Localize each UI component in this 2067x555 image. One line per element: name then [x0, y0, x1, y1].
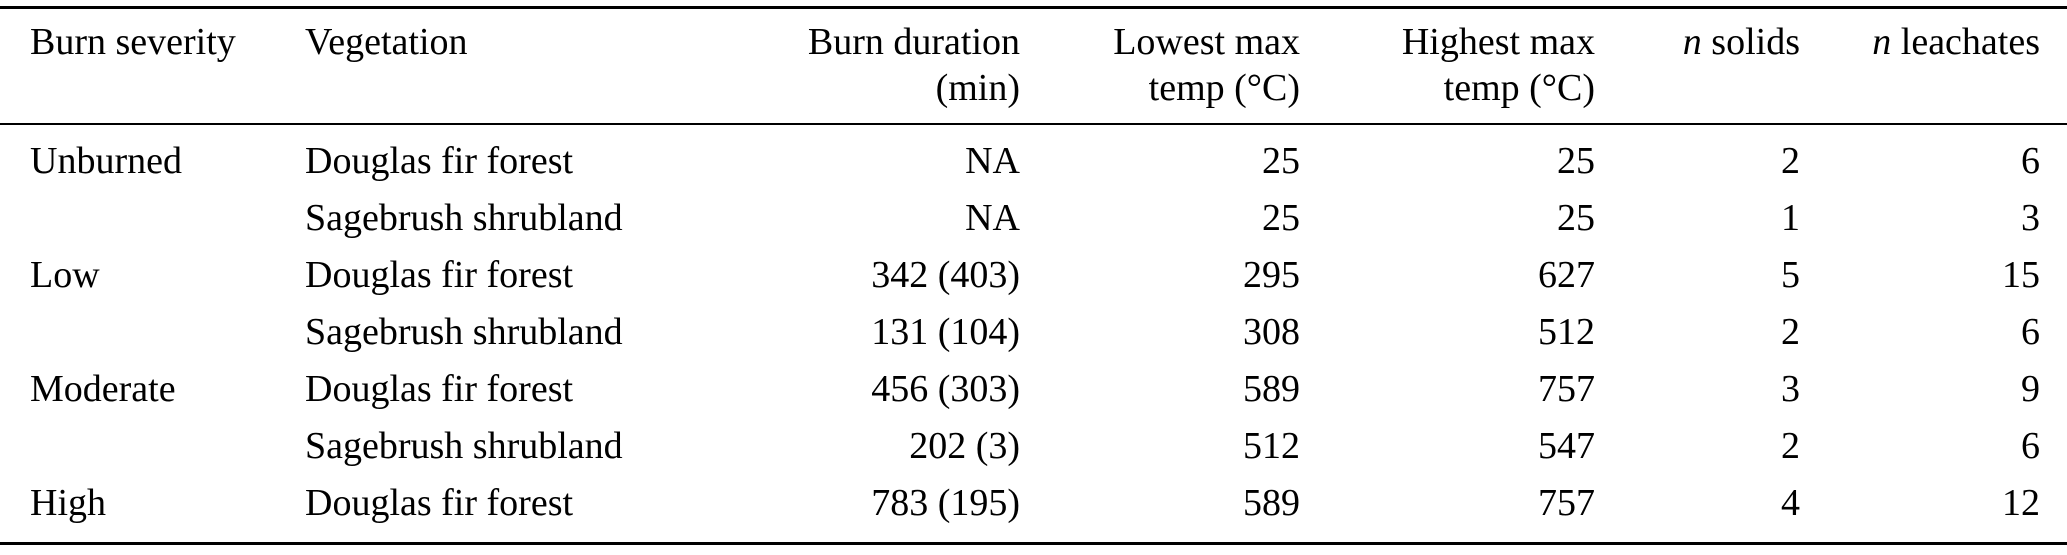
table-cell: 757 — [1538, 482, 1595, 524]
table-cell: High — [30, 482, 106, 524]
table-cell: 202 (3) — [909, 425, 1020, 467]
table-cell: NA — [965, 140, 1020, 182]
table-row: Sagebrush shrubland 202 (3) 512 547 2 6 — [0, 418, 2067, 475]
table-cell: 131 (104) — [871, 311, 1020, 353]
header-line: temp (°C) — [1443, 67, 1595, 109]
table-row: Sagebrush shrubland NA 25 25 1 3 — [0, 190, 2067, 247]
header-line: n solids — [1595, 19, 1800, 65]
table-cell: 1 — [1781, 197, 1800, 239]
table-cell: 2 — [1781, 311, 1800, 353]
table-cell: 783 (195) — [871, 482, 1020, 524]
table-cell: Low — [30, 254, 100, 296]
table-cell: Douglas fir forest — [305, 140, 574, 182]
table-cell: 512 — [1243, 425, 1300, 467]
header-line: Lowest max — [1113, 21, 1300, 63]
table-cell: 6 — [2021, 425, 2040, 467]
col-header-lowest-max-temp: Lowest max temp (°C) — [1020, 7, 1300, 125]
table-cell: 547 — [1538, 425, 1595, 467]
header-line: Burn duration — [807, 21, 1020, 63]
table-cell: 2 — [1781, 140, 1800, 182]
table-cell: Unburned — [30, 140, 182, 182]
table-cell: 3 — [2021, 197, 2040, 239]
table-cell: 25 — [1557, 140, 1595, 182]
table-cell: Sagebrush shrubland — [305, 311, 623, 353]
table-cell: Douglas fir forest — [305, 368, 574, 410]
table-cell: 757 — [1538, 368, 1595, 410]
table-cell: 6 — [2021, 140, 2040, 182]
table-cell: 9 — [2021, 368, 2040, 410]
col-header-burn-duration: Burn duration (min) — [770, 7, 1020, 125]
table-cell: 589 — [1243, 482, 1300, 524]
table-cell: 25 — [1557, 197, 1595, 239]
table-cell: 627 — [1538, 254, 1595, 296]
table-cell — [0, 190, 305, 247]
table-cell: 295 — [1243, 254, 1300, 296]
table-cell: 25 — [1262, 140, 1300, 182]
header-line: n leachates — [1800, 19, 2040, 65]
table-cell: Douglas fir forest — [305, 254, 574, 296]
table-cell: Douglas fir forest — [305, 482, 574, 524]
table-row: Sagebrush shrubland 131 (104) 308 512 2 6 — [0, 304, 2067, 361]
table-cell: 342 (403) — [871, 254, 1020, 296]
table-cell — [0, 304, 305, 361]
table-row: Moderate Douglas fir forest 456 (303) 589 75… — [0, 361, 2067, 418]
table-cell: 5 — [1781, 254, 1800, 296]
col-header-n-leachates: n leachates — [1800, 7, 2067, 125]
header-row: Burn severity Vegetation Burn duration (… — [0, 7, 2067, 125]
table-cell: 456 (303) — [871, 368, 1020, 410]
table-row: Low Douglas fir forest 342 (403) 295 627 5 15 — [0, 247, 2067, 304]
table-cell: 4 — [1781, 482, 1800, 524]
header-line: (min) — [935, 67, 1020, 109]
table-cell: 12 — [2002, 482, 2040, 524]
table-cell: Sagebrush shrubland — [305, 425, 623, 467]
table-body: Unburned Douglas fir forest NA 25 25 2 6 Sagebr… — [0, 124, 2067, 544]
italic-n-label: n — [1682, 21, 1702, 63]
header-text: solids — [1701, 21, 1800, 63]
header-text: leachates — [1891, 21, 2040, 63]
col-header-vegetation: Vegetation — [305, 7, 770, 125]
table-cell — [0, 418, 305, 475]
table-cell: NA — [965, 197, 1020, 239]
table-cell: 3 — [1781, 368, 1800, 410]
table-header: Burn severity Vegetation Burn duration (… — [0, 7, 2067, 125]
table-row: Unburned Douglas fir forest NA 25 25 2 6 — [0, 124, 2067, 190]
table-cell: 6 — [2021, 311, 2040, 353]
table-cell: 25 — [1262, 197, 1300, 239]
table-cell: 512 — [1538, 311, 1595, 353]
col-header-highest-max-temp: Highest max temp (°C) — [1300, 7, 1595, 125]
table-cell: 308 — [1243, 311, 1300, 353]
header-line: temp (°C) — [1148, 67, 1300, 109]
table-cell: 15 — [2002, 254, 2040, 296]
col-header-burn-severity: Burn severity — [0, 7, 305, 125]
table-cell: 2 — [1781, 425, 1800, 467]
table-row: High Douglas fir forest 783 (195) 589 757 4 12 — [0, 475, 2067, 544]
header-line: Highest max — [1401, 21, 1595, 63]
header-line: Vegetation — [305, 21, 468, 63]
table-cell: Moderate — [30, 368, 176, 410]
data-table: Burn severity Vegetation Burn duration (… — [0, 6, 2067, 545]
col-header-n-solids: n solids — [1595, 7, 1800, 125]
table-cell: 589 — [1243, 368, 1300, 410]
italic-n-label: n — [1872, 21, 1892, 63]
table-cell: Sagebrush shrubland — [305, 197, 623, 239]
header-line: Burn severity — [30, 21, 236, 63]
